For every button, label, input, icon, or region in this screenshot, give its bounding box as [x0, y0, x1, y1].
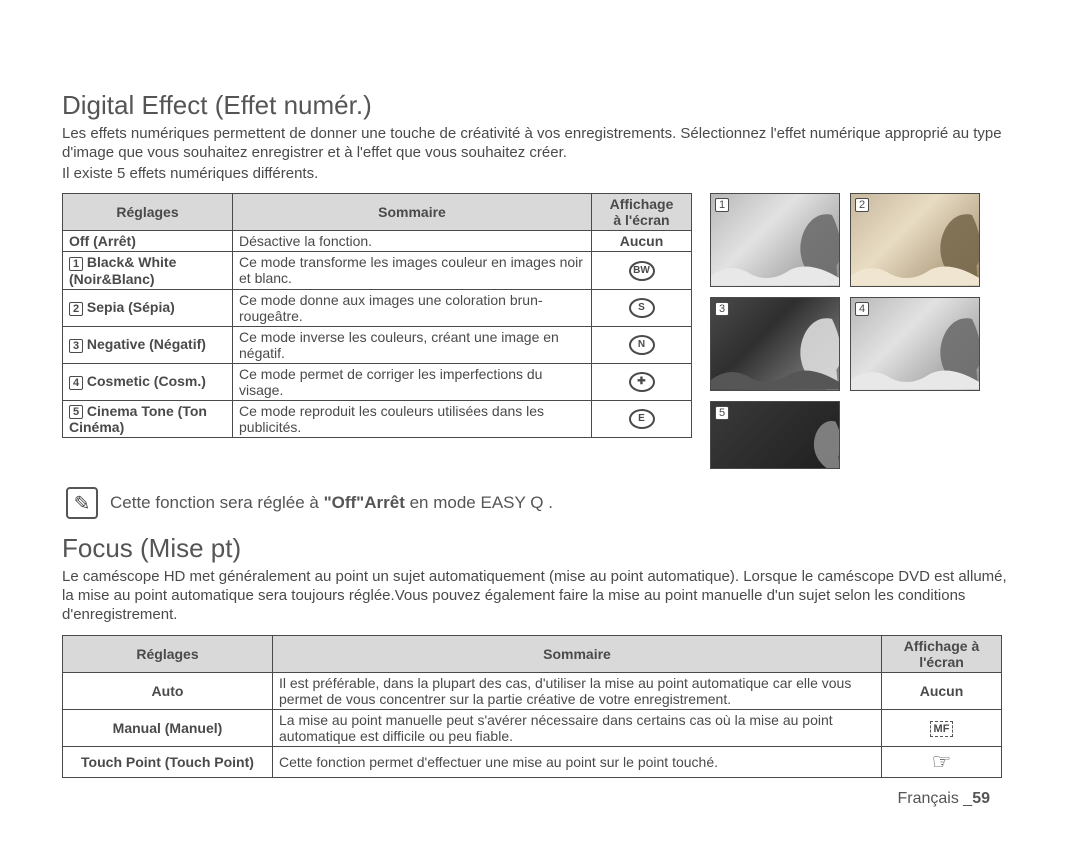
thumb-index-5: 5: [715, 406, 729, 420]
effect-desc: Ce mode donne aux images une coloration …: [233, 289, 592, 326]
note-bold: "Off"Arrêt: [324, 493, 405, 512]
focus-table: Réglages Sommaire Affichage à l'écran Au…: [62, 635, 1002, 778]
tbl2-head-summary: Sommaire: [273, 635, 882, 672]
thumb-cosmetic: 4: [850, 297, 980, 391]
effect-setting: 3 Negative (Négatif): [63, 326, 233, 363]
focus-display: ☞: [882, 746, 1002, 777]
effect-setting: Off (Arrêt): [63, 231, 233, 252]
thumb-negative: 3: [710, 297, 840, 391]
focus-display: MF: [882, 709, 1002, 746]
effect-setting-label: Cinema Tone (Ton Cinéma): [69, 403, 207, 435]
mf-icon: MF: [930, 721, 954, 737]
focus-display: Aucun: [882, 672, 1002, 709]
effect-display: Aucun: [592, 231, 692, 252]
splash-icon: [851, 256, 979, 286]
thumb-cinema: 5: [710, 401, 840, 469]
row-index-badge: 1: [69, 257, 83, 271]
thumb-index-1: 1: [715, 198, 729, 212]
thumb-sepia: 2: [850, 193, 980, 287]
dolphin-icon: [798, 414, 840, 469]
effect-display-icon: ✚: [629, 372, 655, 392]
splash-icon: [711, 256, 839, 286]
table-row: AutoIl est préférable, dans la plupart d…: [63, 672, 1002, 709]
manual-page: Digital Effect (Effet numér.) Les effets…: [0, 0, 1080, 778]
table-row: 4 Cosmetic (Cosm.)Ce mode permet de corr…: [63, 363, 692, 400]
table-row: Manual (Manuel)La mise au point manuelle…: [63, 709, 1002, 746]
effect-display: S: [592, 289, 692, 326]
row-index-badge: 3: [69, 339, 83, 353]
effect-setting: 2 Sepia (Sépia): [63, 289, 233, 326]
table-row: Touch Point (Touch Point)Cette fonction …: [63, 746, 1002, 777]
row-index-badge: 2: [69, 302, 83, 316]
section1-para2: Il existe 5 effets numériques différents…: [62, 165, 1018, 184]
table-row: 1 Black& White (Noir&Blanc)Ce mode trans…: [63, 252, 692, 289]
effect-desc: Désactive la fonction.: [233, 231, 592, 252]
effect-setting: 4 Cosmetic (Cosm.): [63, 363, 233, 400]
hand-icon: ☞: [932, 749, 952, 774]
section1-title: Digital Effect (Effet numér.): [62, 90, 1018, 121]
effect-desc: Ce mode transforme les images couleur en…: [233, 252, 592, 289]
tbl1-head-settings: Réglages: [63, 194, 233, 231]
tbl2-head-settings: Réglages: [63, 635, 273, 672]
effect-setting-label: Negative (Négatif): [87, 336, 206, 352]
focus-setting: Manual (Manuel): [63, 709, 273, 746]
section1-para1: Les effets numériques permettent de donn…: [62, 125, 1018, 163]
focus-desc: Cette fonction permet d'effectuer une mi…: [273, 746, 882, 777]
effect-display: N: [592, 326, 692, 363]
focus-desc: La mise au point manuelle peut s'avérer …: [273, 709, 882, 746]
thumb-bw: 1: [710, 193, 840, 287]
thumb-index-3: 3: [715, 302, 729, 316]
focus-desc: Il est préférable, dans la plupart des c…: [273, 672, 882, 709]
effect-display-icon: N: [629, 335, 655, 355]
footer-page: 59: [972, 790, 990, 807]
focus-setting: Touch Point (Touch Point): [63, 746, 273, 777]
focus-setting: Auto: [63, 672, 273, 709]
effect-thumbnails: 1 2 3 4 5: [710, 193, 990, 469]
thumb-index-4: 4: [855, 302, 869, 316]
splash-icon: [851, 360, 979, 390]
effect-display-icon: BW: [629, 261, 655, 281]
page-footer: Français _59: [898, 790, 991, 808]
effect-setting-label: Off (Arrêt): [69, 233, 136, 249]
table-row: 2 Sepia (Sépia)Ce mode donne aux images …: [63, 289, 692, 326]
splash-icon: [711, 360, 839, 390]
note-text: Cette fonction sera réglée à "Off"Arrêt …: [110, 493, 553, 513]
table-row: Off (Arrêt) Désactive la fonction.Aucun: [63, 231, 692, 252]
table-row: 3 Negative (Négatif)Ce mode inverse les …: [63, 326, 692, 363]
digital-effect-table: Réglages Sommaire Affichage à l'écran Of…: [62, 193, 692, 438]
note-pre: Cette fonction sera réglée à: [110, 493, 324, 512]
section2-para: Le caméscope HD met généralement au poin…: [62, 568, 1018, 624]
effect-display: E: [592, 400, 692, 437]
effect-display-icon: S: [629, 298, 655, 318]
effect-display: BW: [592, 252, 692, 289]
effect-desc: Ce mode inverse les couleurs, créant une…: [233, 326, 592, 363]
effect-desc: Ce mode permet de corriger les imperfect…: [233, 363, 592, 400]
effect-setting-label: Cosmetic (Cosm.): [87, 373, 206, 389]
effect-desc: Ce mode reproduit les couleurs utilisées…: [233, 400, 592, 437]
thumb-index-2: 2: [855, 198, 869, 212]
row-index-badge: 4: [69, 376, 83, 390]
effect-setting: 1 Black& White (Noir&Blanc): [63, 252, 233, 289]
easyq-note: ✎ Cette fonction sera réglée à "Off"Arrê…: [66, 487, 1018, 519]
row-index-badge: 5: [69, 405, 83, 419]
footer-lang: Français _: [898, 790, 973, 807]
section2-title: Focus (Mise pt): [62, 533, 1018, 564]
effect-display-icon: E: [629, 409, 655, 429]
effect-setting-label: Sepia (Sépia): [87, 299, 175, 315]
table-row: 5 Cinema Tone (Ton Cinéma)Ce mode reprod…: [63, 400, 692, 437]
tbl1-head-display: Affichage à l'écran: [592, 194, 692, 231]
effect-setting-label: Black& White (Noir&Blanc): [69, 254, 176, 286]
note-icon: ✎: [66, 487, 98, 519]
effect-setting: 5 Cinema Tone (Ton Cinéma): [63, 400, 233, 437]
note-post: en mode EASY Q .: [405, 493, 553, 512]
tbl2-head-display: Affichage à l'écran: [882, 635, 1002, 672]
tbl1-head-summary: Sommaire: [233, 194, 592, 231]
effect-display: ✚: [592, 363, 692, 400]
